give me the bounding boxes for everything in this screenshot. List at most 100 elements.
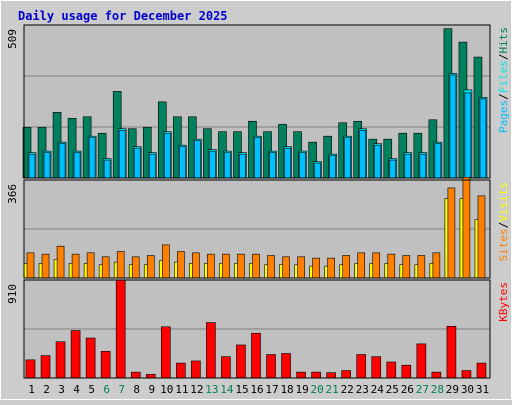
legend-hits: Hits [497,27,510,54]
panel-kbytes-ymax-label: 910 [6,284,19,304]
bar-kbytes-day-9 [145,373,156,379]
bar-pages-day-26 [404,153,412,179]
bar-pages-day-20 [314,162,321,179]
bar-sites-day-9 [146,255,155,279]
day-label-9: 9 [148,383,155,396]
bar-sites-day-29 [447,187,456,279]
day-label-14: 14 [220,383,234,396]
bar-pages-day-22 [344,137,351,179]
bar-pages-day-23 [359,129,367,179]
bar-pages-day-14 [224,152,231,179]
bar-pages-day-24 [374,144,382,179]
day-label-12: 12 [190,383,203,396]
day-label-18: 18 [280,383,293,396]
day-label-22: 22 [341,383,354,396]
panel-visits-ymax-label: 366 [6,184,19,204]
chart-title: Daily usage for December 2025 [18,9,228,23]
bar-kbytes-day-13 [206,322,216,379]
bar-pages-day-13 [209,150,216,179]
bar-kbytes-day-31 [476,362,487,379]
bar-kbytes-day-22 [341,370,351,379]
bar-sites-day-7 [116,251,125,279]
panel-kbytes-border [23,279,491,379]
panel-visits-legend: Sites/Visits [497,182,510,262]
bar-kbytes-day-10 [160,326,171,379]
legend-separator: / [497,93,510,100]
bar-sites-day-1 [26,252,35,279]
day-label-20: 20 [311,383,324,396]
bar-sites-day-10 [161,244,170,279]
bar-pages-day-31 [479,98,487,179]
bar-sites-day-4 [71,253,80,279]
bar-pages-day-5 [88,137,96,179]
day-label-15: 15 [235,383,248,396]
bar-sites-day-20 [312,257,320,279]
panel-hits-border [23,24,491,179]
panel-visits: 366 Sites/Visits [6,176,510,279]
day-label-27: 27 [416,383,429,396]
day-label-21: 21 [326,383,339,396]
bar-pages-day-17 [269,152,276,179]
day-label-19: 19 [295,383,308,396]
bar-sites-day-18 [282,256,290,279]
panel-hits-legend: Pages/Files/Hits [497,27,510,133]
day-label-28: 28 [431,383,444,396]
bar-kbytes-day-12 [191,360,201,379]
legend-separator: / [497,54,510,61]
bar-kbytes-day-27 [416,343,427,379]
bar-pages-day-16 [254,137,261,179]
bar-kbytes-day-2 [40,355,51,379]
panel-kbytes-legend: KBytes [497,282,510,322]
bar-kbytes-day-3 [55,341,66,379]
bar-kbytes-day-18 [281,353,291,379]
legend-files: Files [497,60,510,93]
bar-kbytes-day-4 [70,330,81,379]
bar-pages-day-9 [148,153,156,179]
bar-kbytes-day-25 [386,361,397,379]
bar-kbytes-day-16 [251,332,261,379]
bar-sites-day-28 [432,252,441,279]
day-label-16: 16 [250,383,263,396]
bar-sites-day-31 [477,195,486,279]
bar-pages-day-18 [284,147,291,179]
day-label-2: 2 [43,383,50,396]
bar-kbytes-day-8 [130,371,141,379]
bar-sites-day-21 [327,257,335,279]
legend-separator: / [497,222,510,229]
day-label-24: 24 [371,383,385,396]
day-label-17: 17 [265,383,278,396]
x-axis-day-labels: 1 2 3 4 5 6 7 8 9 10 11 12 13 14 15 16 17 18 19 20 21 22 23 24 2… [28,383,489,396]
bar-sites-day-24 [372,252,381,279]
bar-kbytes-day-17 [266,354,276,379]
bar-sites-day-16 [252,253,260,279]
bar-sites-day-2 [41,253,50,279]
bar-pages-day-1 [28,153,36,179]
bar-pages-day-12 [194,140,201,179]
bar-kbytes-day-11 [176,362,186,379]
legend-kbytes: KBytes [497,282,510,322]
day-label-8: 8 [133,383,140,396]
bar-kbytes-day-29 [446,326,457,379]
day-label-31: 31 [476,383,489,396]
panel-visits-border [23,179,491,279]
bar-pages-day-19 [299,152,306,179]
bar-pages-day-4 [73,152,81,179]
bar-kbytes-day-20 [311,371,321,379]
day-label-29: 29 [446,383,459,396]
day-label-11: 11 [175,383,188,396]
bar-pages-day-7 [118,129,126,179]
bar-kbytes-day-19 [296,371,306,379]
bar-sites-day-22 [342,255,350,279]
day-label-3: 3 [58,383,65,396]
bar-kbytes-day-1 [25,359,36,379]
bar-pages-day-2 [43,152,51,179]
day-label-1: 1 [28,383,35,396]
bar-pages-day-27 [419,153,427,179]
bar-kbytes-day-14 [221,356,231,379]
bar-pages-day-10 [163,132,171,179]
bar-sites-day-30 [462,176,471,279]
bar-sites-day-26 [402,255,411,279]
